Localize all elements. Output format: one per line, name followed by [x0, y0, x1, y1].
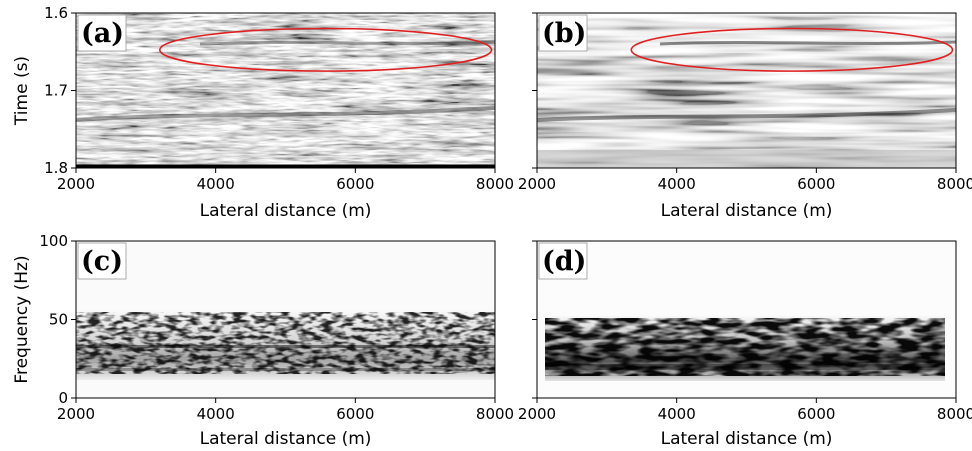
panel-d-xlabel: Lateral distance (m) [661, 429, 833, 449]
panel-b-xlabel: Lateral distance (m) [661, 201, 833, 221]
panel-b-events [537, 13, 956, 168]
panel-a-label-box [77, 14, 127, 52]
panel-c-xlabel: Lateral distance (m) [200, 429, 372, 449]
panel-b-ellipse-annotation [630, 27, 954, 72]
panel-a-ytick-label: 1.6 [44, 4, 68, 22]
panel-a: (a) [75, 12, 496, 169]
panel-b: (b) [536, 12, 957, 169]
panel-d-xtick-label: 2000 [518, 405, 556, 423]
panel-d-xtick-label: 4000 [658, 405, 696, 423]
panel-a-ellipse-annotation [159, 27, 493, 72]
panel-c-ytick-label: 100 [39, 232, 68, 250]
panel-a-image [76, 13, 495, 168]
panel-c-label-box [77, 242, 127, 280]
panel-a-xtick-label: 4000 [197, 175, 235, 193]
panel-c-xtick-label: 6000 [336, 405, 374, 423]
panel-d-label-box [538, 242, 588, 280]
panel-c: (c) [75, 240, 496, 399]
panel-a-xlabel: Lateral distance (m) [200, 201, 372, 221]
panel-d-speckle [545, 318, 945, 376]
panel-a-ytick-label: 1.7 [44, 82, 68, 100]
panel-c-speckle [76, 312, 495, 374]
panel-c-ytick-label: 50 [49, 311, 68, 329]
panel-b-xtick-label: 6000 [797, 175, 835, 193]
panel-a-label: (a) [81, 18, 124, 49]
panel-a-events [76, 40, 495, 168]
panel-a-xtick-label: 8000 [476, 175, 514, 193]
panel-a-xtick-label: 6000 [336, 175, 374, 193]
panel-b-image [537, 13, 956, 168]
panel-c-ytick-label: 0 [58, 389, 68, 407]
panel-a-ylabel: Time (s) [12, 56, 32, 126]
panel-b-label: (b) [542, 18, 586, 49]
panel-a-xtick-label: 2000 [57, 175, 95, 193]
panel-b-label-box [538, 14, 588, 52]
panel-c-xtick-label: 2000 [57, 405, 95, 423]
panel-c-xtick-label: 4000 [197, 405, 235, 423]
panel-d: (d) [536, 240, 957, 399]
panel-b-xtick-label: 4000 [658, 175, 696, 193]
panel-b-xtick-label: 8000 [937, 175, 972, 193]
panel-d-xtick-label: 8000 [937, 405, 972, 423]
panel-c-ylabel: Frequency (Hz) [12, 255, 32, 383]
panel-a-ytick-label: 1.8 [44, 159, 68, 177]
panel-c-label: (c) [81, 246, 123, 277]
panel-c-xtick-label: 8000 [476, 405, 514, 423]
panel-b-xtick-label: 2000 [518, 175, 556, 193]
panel-d-xtick-label: 6000 [797, 405, 835, 423]
panel-d-label: (d) [542, 246, 586, 277]
